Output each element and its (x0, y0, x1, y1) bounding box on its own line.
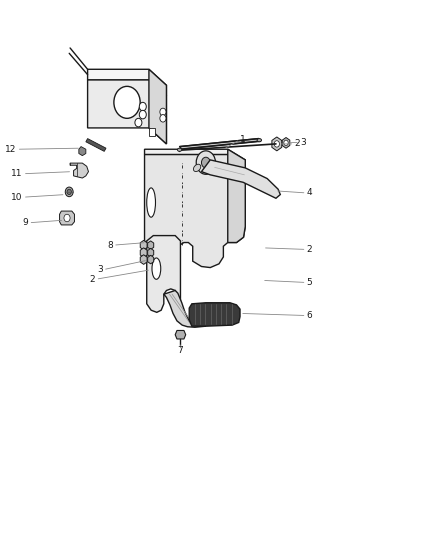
Polygon shape (180, 139, 261, 149)
Ellipse shape (194, 164, 201, 172)
Circle shape (196, 151, 215, 174)
Text: 9: 9 (23, 219, 28, 227)
Polygon shape (148, 255, 154, 264)
Text: 7: 7 (177, 346, 184, 355)
Polygon shape (164, 290, 206, 327)
Polygon shape (175, 330, 186, 339)
Circle shape (160, 115, 166, 122)
Polygon shape (149, 128, 155, 136)
Polygon shape (282, 138, 290, 148)
Polygon shape (145, 149, 245, 165)
Circle shape (284, 140, 288, 146)
Circle shape (274, 141, 279, 147)
Polygon shape (272, 137, 282, 151)
Text: 3: 3 (97, 265, 103, 274)
Text: 2: 2 (90, 275, 95, 284)
Text: 5: 5 (307, 278, 312, 287)
Text: 2: 2 (294, 140, 300, 148)
Polygon shape (140, 240, 147, 250)
Circle shape (135, 118, 142, 127)
Polygon shape (145, 155, 245, 268)
Polygon shape (79, 147, 86, 156)
Polygon shape (86, 139, 106, 151)
Text: 3: 3 (300, 138, 306, 147)
Circle shape (67, 189, 71, 195)
Text: 11: 11 (11, 169, 23, 178)
Text: 6: 6 (307, 311, 312, 320)
Ellipse shape (257, 139, 261, 142)
Polygon shape (88, 69, 166, 96)
Polygon shape (148, 248, 154, 257)
Polygon shape (148, 241, 154, 249)
Circle shape (114, 86, 140, 118)
Ellipse shape (177, 148, 182, 151)
Circle shape (65, 187, 73, 197)
Polygon shape (70, 163, 88, 178)
Circle shape (139, 110, 146, 119)
Polygon shape (60, 211, 74, 225)
Polygon shape (147, 236, 180, 312)
Text: 10: 10 (11, 193, 23, 201)
Text: 8: 8 (107, 241, 113, 249)
Polygon shape (88, 80, 166, 144)
Polygon shape (140, 255, 147, 264)
Text: 12: 12 (5, 145, 17, 154)
Polygon shape (149, 69, 166, 144)
Ellipse shape (147, 188, 155, 217)
Text: 1: 1 (240, 135, 246, 144)
Ellipse shape (152, 258, 161, 279)
Text: 2: 2 (307, 245, 312, 254)
Circle shape (64, 214, 70, 222)
Polygon shape (201, 160, 280, 198)
Polygon shape (228, 149, 245, 243)
Circle shape (139, 102, 146, 111)
Polygon shape (189, 303, 240, 326)
Circle shape (160, 108, 166, 116)
Text: 4: 4 (307, 189, 312, 197)
Circle shape (201, 157, 210, 168)
Polygon shape (140, 248, 147, 257)
